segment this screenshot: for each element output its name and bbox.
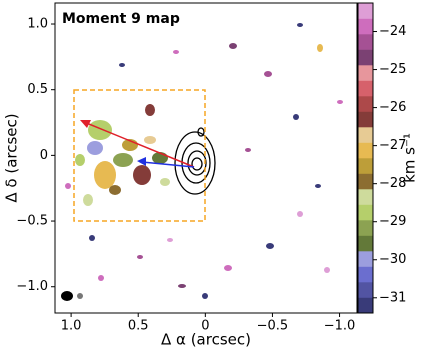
colorbar-tick-label: −28 — [379, 176, 406, 191]
y-axis-label: Δ δ (arcsec) — [3, 113, 21, 202]
colorbar-segment — [358, 127, 373, 143]
colorbar-segment — [358, 297, 373, 314]
colorbar-segment — [358, 80, 373, 97]
colorbar-label: km s⁻¹ — [401, 133, 419, 183]
colorbar-segment — [358, 266, 373, 283]
y-tick-label: 1.0 — [27, 17, 48, 32]
y-tick-label: 0 — [40, 148, 48, 163]
colorbar-segment — [358, 65, 373, 81]
colorbar-segment — [358, 96, 373, 112]
colorbar-segment — [358, 220, 373, 236]
colorbar-tick-label: −26 — [379, 100, 406, 115]
y-tick-label: 0.5 — [27, 82, 48, 97]
y-tick-label: −1.0 — [16, 279, 48, 294]
colorbar-segment — [358, 204, 373, 221]
colorbar-segment — [358, 189, 373, 205]
colorbar-tick-label: −31 — [379, 290, 406, 305]
beams — [61, 291, 83, 301]
colorbar-segment — [358, 49, 373, 66]
x-tick-label: 1.0 — [61, 319, 82, 334]
colorbar-segment — [358, 18, 373, 35]
colorbar-frame — [357, 2, 374, 314]
colorbar-segment — [358, 3, 373, 19]
x-tick-label: −1.0 — [324, 319, 356, 334]
x-axis-label: Δ α (arcsec) — [161, 331, 251, 349]
x-tick-label: 0 — [201, 319, 209, 334]
colorbar-tick-label: −27 — [379, 138, 406, 153]
colorbar-segment — [358, 158, 373, 174]
colorbar-segment — [358, 235, 373, 252]
arrows — [80, 120, 195, 168]
colorbar-tick-label: −25 — [379, 62, 406, 77]
colorbar-segment — [358, 251, 373, 267]
contours — [174, 127, 216, 195]
colorbar-tick-label: −30 — [379, 252, 406, 267]
colorbar-segment — [358, 282, 373, 298]
emission-blobs — [65, 23, 343, 299]
colorbar-segment — [358, 142, 373, 159]
x-tick-label: −0.5 — [257, 319, 289, 334]
x-tick-label: 0.5 — [128, 319, 149, 334]
plot-frame — [54, 2, 358, 314]
colorbar-segment — [358, 34, 373, 50]
chart-title: Moment 9 map — [62, 11, 180, 27]
colorbar-segment — [358, 111, 373, 128]
y-tick-label: −0.5 — [16, 214, 48, 229]
colorbar-tick-label: −24 — [379, 24, 406, 39]
zoom-box — [73, 89, 206, 222]
colorbar-tick-label: −29 — [379, 214, 406, 229]
colorbar-segment — [358, 173, 373, 190]
